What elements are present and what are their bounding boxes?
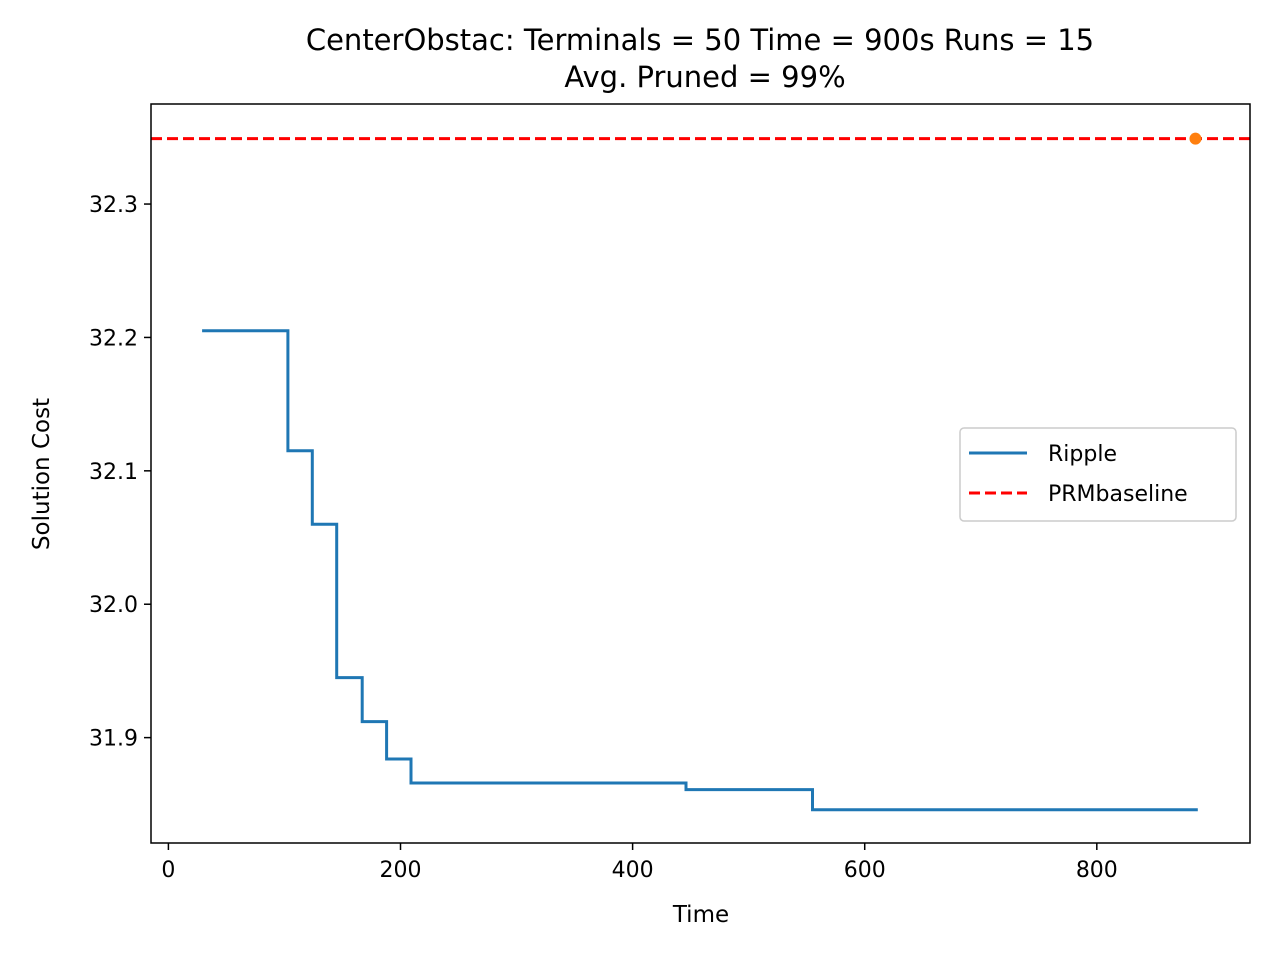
plot-area — [151, 132, 1250, 812]
legend: Ripple PRMbaseline — [959, 427, 1237, 522]
x-axis-ticks: 0 200 400 600 800 — [161, 843, 1118, 883]
y-axis-ticks: 31.9 32.0 32.1 32.2 32.3 — [89, 193, 151, 752]
series-line-ripple — [202, 329, 1198, 812]
y-tick-label: 32.3 — [89, 193, 138, 218]
x-tick-label: 200 — [380, 858, 422, 883]
y-tick-label: 31.9 — [89, 727, 138, 752]
y-tick-label: 32.0 — [89, 593, 138, 618]
y-tick-label: 32.2 — [89, 326, 138, 351]
legend-label-ripple: Ripple — [1048, 442, 1117, 467]
x-tick-label: 600 — [844, 858, 886, 883]
y-axis-label: Solution Cost — [29, 398, 55, 550]
x-tick-label: 800 — [1076, 858, 1118, 883]
plot-frame — [150, 103, 1251, 844]
chart-title-line1: CenterObstac: Terminals = 50 Time = 900s… — [306, 23, 1094, 57]
x-tick-label: 0 — [161, 858, 175, 883]
y-tick-label: 32.1 — [89, 460, 138, 485]
marker-point-0 — [1189, 132, 1202, 145]
legend-label-prmbaseline: PRMbaseline — [1048, 482, 1188, 507]
legend-box — [959, 427, 1237, 522]
chart-title-line2: Avg. Pruned = 99% — [564, 60, 845, 94]
x-axis-label: Time — [672, 902, 729, 928]
x-tick-label: 400 — [612, 858, 654, 883]
